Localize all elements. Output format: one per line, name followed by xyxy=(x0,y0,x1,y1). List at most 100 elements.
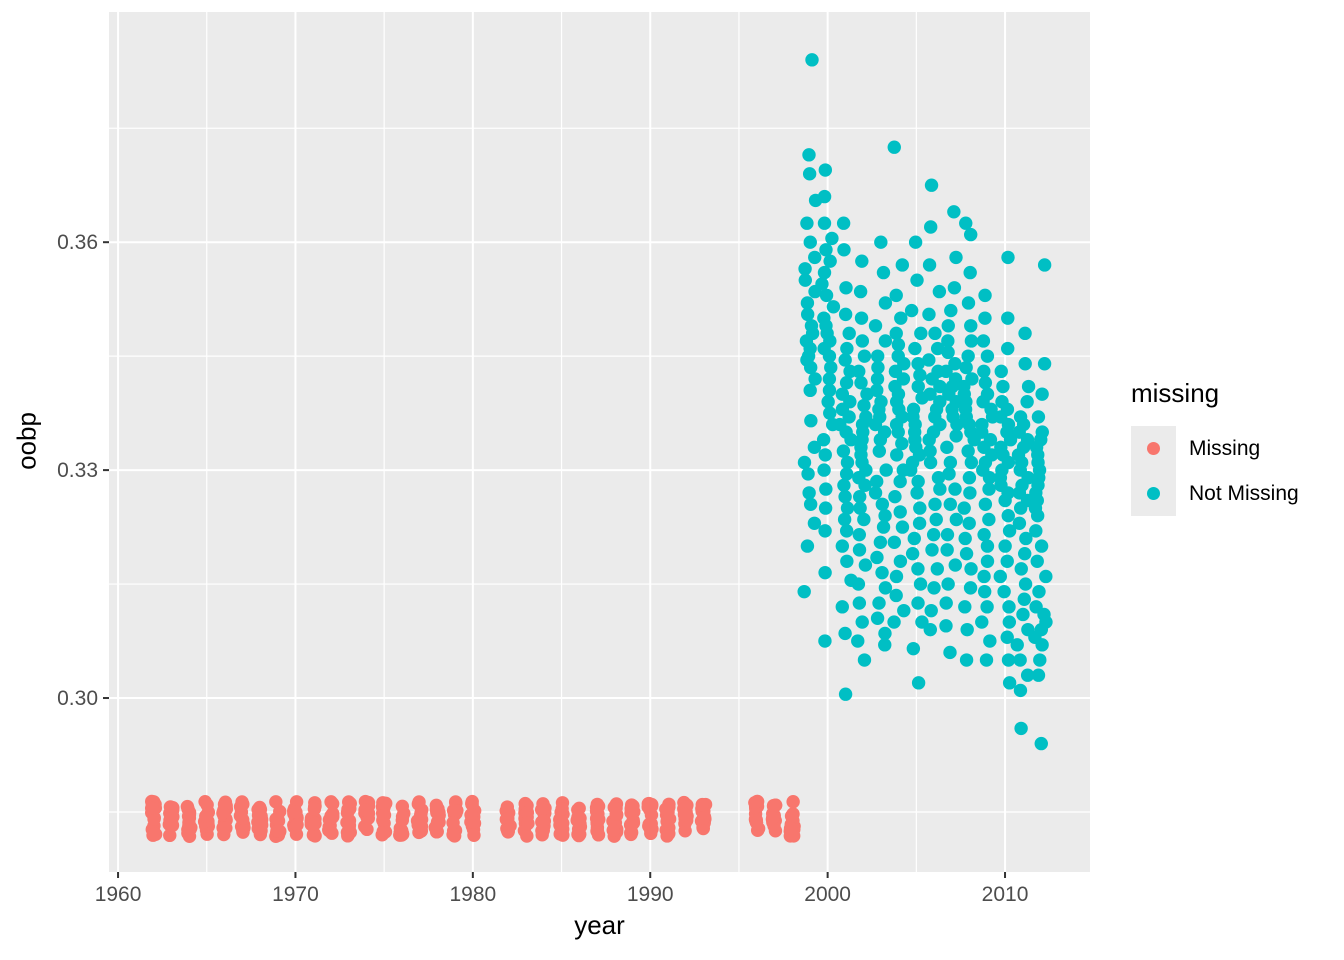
point-not-missing xyxy=(818,448,832,462)
point-not-missing xyxy=(978,376,993,390)
point-not-missing xyxy=(904,303,919,318)
point-not-missing xyxy=(870,383,884,398)
point-not-missing xyxy=(826,300,841,314)
x-tick-label: 2010 xyxy=(982,883,1029,906)
point-not-missing xyxy=(842,410,856,424)
point-not-missing xyxy=(998,493,1012,508)
point-not-missing xyxy=(911,379,925,394)
point-not-missing xyxy=(852,596,867,610)
point-missing xyxy=(290,818,304,832)
point-not-missing xyxy=(1018,577,1033,591)
point-missing xyxy=(147,827,162,841)
point-not-missing xyxy=(878,581,893,595)
point-not-missing xyxy=(957,501,971,515)
point-missing xyxy=(376,796,390,810)
point-not-missing xyxy=(852,527,867,542)
point-missing xyxy=(572,828,586,843)
point-missing xyxy=(429,798,444,813)
point-not-missing xyxy=(924,603,938,618)
point-not-missing xyxy=(805,53,819,67)
point-not-missing xyxy=(1020,668,1035,682)
point-not-missing xyxy=(815,277,829,291)
point-not-missing xyxy=(911,676,926,690)
point-not-missing xyxy=(1002,524,1017,538)
legend-entry-missing: Missing xyxy=(1131,426,1299,471)
point-missing xyxy=(609,807,624,822)
point-not-missing xyxy=(804,414,818,428)
x-tick-label: 1990 xyxy=(627,883,674,906)
point-not-missing xyxy=(959,360,973,375)
point-not-missing xyxy=(947,281,962,295)
point-not-missing xyxy=(852,489,867,504)
point-not-missing xyxy=(803,497,818,511)
point-not-missing xyxy=(996,379,1010,394)
point-not-missing xyxy=(837,512,852,527)
point-missing xyxy=(219,821,233,835)
point-not-missing xyxy=(839,467,854,481)
point-not-missing xyxy=(977,527,991,542)
point-not-missing xyxy=(977,584,992,599)
point-not-missing xyxy=(836,444,851,458)
point-not-missing xyxy=(887,140,901,154)
point-missing xyxy=(500,823,515,838)
point-not-missing xyxy=(893,505,907,519)
point-missing xyxy=(251,808,266,823)
point-not-missing xyxy=(817,189,832,204)
point-not-missing xyxy=(839,524,854,538)
point-not-missing xyxy=(1039,569,1053,584)
point-not-missing xyxy=(939,619,953,633)
point-not-missing xyxy=(1018,546,1032,561)
point-missing xyxy=(271,824,285,838)
point-not-missing xyxy=(818,634,832,648)
point-not-missing xyxy=(822,349,837,363)
point-missing xyxy=(430,816,445,831)
point-not-missing xyxy=(993,569,1007,584)
point-not-missing xyxy=(878,508,892,523)
point-not-missing xyxy=(818,163,833,177)
point-not-missing xyxy=(800,539,815,553)
point-not-missing xyxy=(875,565,889,580)
point-not-missing xyxy=(1000,630,1014,644)
point-not-missing xyxy=(963,581,978,595)
point-not-missing xyxy=(868,319,883,333)
point-missing xyxy=(766,810,780,825)
point-not-missing xyxy=(905,546,920,561)
point-not-missing xyxy=(818,524,832,538)
point-not-missing xyxy=(911,357,925,371)
point-not-missing xyxy=(958,531,972,546)
point-not-missing xyxy=(855,254,869,268)
legend-dot-not-missing-icon xyxy=(1147,487,1160,500)
point-not-missing xyxy=(907,531,921,546)
point-not-missing xyxy=(819,243,833,257)
point-not-missing xyxy=(964,562,978,576)
point-not-missing xyxy=(908,341,922,356)
legend-dot-missing-icon xyxy=(1147,442,1160,455)
point-not-missing xyxy=(1035,638,1049,652)
point-not-missing xyxy=(932,284,947,299)
point-not-missing xyxy=(888,489,902,504)
point-not-missing xyxy=(803,383,817,398)
point-not-missing xyxy=(852,364,866,379)
point-not-missing xyxy=(1001,508,1015,523)
point-not-missing xyxy=(930,562,945,576)
point-not-missing xyxy=(802,486,816,500)
point-not-missing xyxy=(1019,531,1033,546)
point-missing xyxy=(449,804,463,818)
point-not-missing xyxy=(897,603,911,618)
point-not-missing xyxy=(895,436,909,451)
point-not-missing xyxy=(800,216,814,230)
point-not-missing xyxy=(818,565,832,580)
point-missing xyxy=(308,829,322,843)
point-not-missing xyxy=(872,444,887,458)
point-missing xyxy=(696,811,711,825)
point-missing xyxy=(342,818,357,832)
point-not-missing xyxy=(943,645,957,660)
point-missing xyxy=(556,816,570,830)
point-not-missing xyxy=(823,406,837,420)
point-not-missing xyxy=(962,471,977,485)
point-missing xyxy=(289,795,304,809)
point-not-missing xyxy=(855,615,869,629)
point-not-missing xyxy=(878,626,892,641)
